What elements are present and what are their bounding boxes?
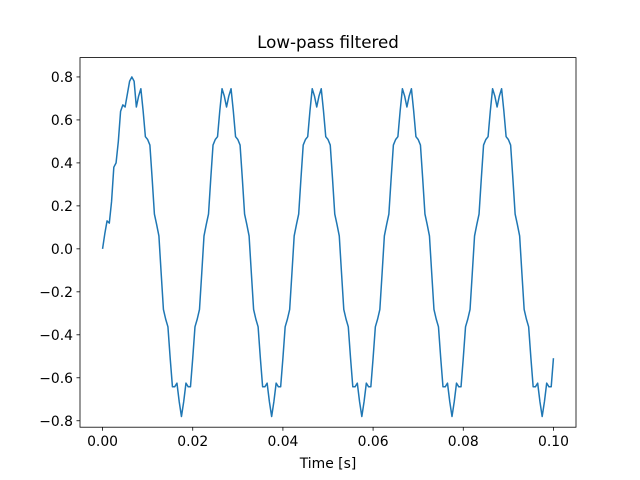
y-tick-label: 0.6 bbox=[51, 113, 73, 129]
y-tick-label: −0.4 bbox=[39, 328, 73, 344]
y-tick-label: 0.4 bbox=[51, 156, 73, 172]
y-tick-label: 0.2 bbox=[51, 199, 73, 215]
y-tick-label: 0.8 bbox=[51, 70, 73, 86]
x-tick-label: 0.04 bbox=[267, 434, 298, 450]
x-tick-label: 0.00 bbox=[87, 434, 118, 450]
y-tick-label: −0.8 bbox=[39, 414, 73, 430]
x-tick-label: 0.08 bbox=[448, 434, 479, 450]
plot-frame bbox=[79, 57, 577, 428]
data-line bbox=[101, 76, 555, 418]
x-axis-label: Time [s] bbox=[299, 456, 357, 472]
x-tick-label: 0.10 bbox=[538, 434, 569, 450]
y-tick-label: −0.2 bbox=[39, 285, 73, 301]
y-tick-label: −0.6 bbox=[39, 371, 73, 387]
x-tick-label: 0.02 bbox=[177, 434, 208, 450]
y-tick-label: 0.0 bbox=[51, 242, 73, 258]
x-tick-label: 0.06 bbox=[358, 434, 389, 450]
chart-title: Low-pass filtered bbox=[257, 32, 399, 52]
